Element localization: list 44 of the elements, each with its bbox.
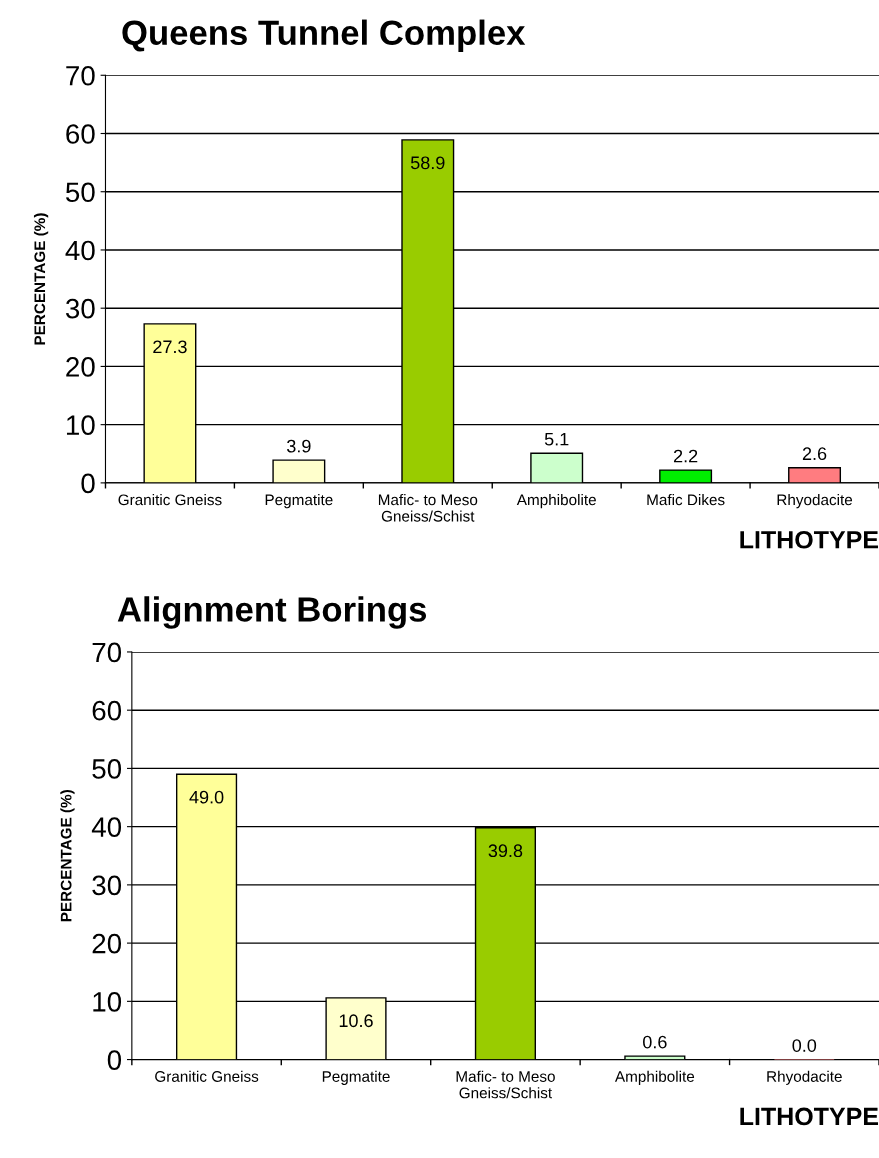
y-tick-label: 60 (92, 700, 122, 721)
y-tick-label: 50 (92, 759, 122, 779)
y-tick-label: 30 (65, 298, 95, 319)
data-label: 10.6 (339, 1014, 373, 1028)
y-axis-title: PERCENTAGE (%) (33, 213, 49, 345)
data-label: 2.2 (673, 449, 698, 463)
data-label: 5.1 (544, 432, 569, 446)
data-label: 39.8 (488, 844, 523, 858)
data-label: 3.9 (287, 439, 311, 453)
y-tick-label: 40 (91, 817, 122, 837)
y-tick-label: 10 (66, 415, 95, 435)
y-tick-label: 60 (66, 124, 95, 144)
x-tick-label: Mafic- to Meso Gneiss/Schist (378, 494, 478, 522)
x-axis-title: LITHOTYPE (740, 1107, 879, 1126)
x-tick-label: Amphibolite (614, 1070, 695, 1085)
y-tick-label: 70 (92, 642, 122, 663)
data-label: 0.0 (792, 1039, 817, 1052)
y-tick-label: 40 (65, 240, 95, 261)
data-label: 58.9 (410, 156, 445, 170)
y-tick-label: 20 (92, 933, 122, 954)
x-tick-label: Amphibolite (516, 494, 596, 509)
x-tick-label: Pegmatite (322, 1070, 390, 1085)
y-axis-title: PERCENTAGE (%) (60, 790, 75, 922)
y-tick-label: 20 (66, 357, 95, 377)
data-label: 0.6 (643, 1035, 667, 1049)
y-tick-label: 30 (92, 875, 122, 896)
y-tick-label: 10 (93, 992, 122, 1012)
y-tick-label: 50 (65, 182, 95, 203)
data-label: 27.3 (153, 340, 187, 354)
y-tick-label: 70 (66, 65, 95, 86)
chart-title: Queens Tunnel Complex (122, 19, 526, 52)
chart-title: Alignment Borings (117, 596, 427, 629)
x-tick-label: Granitic Gneiss (118, 494, 222, 506)
x-axis-title: LITHOTYPE (740, 530, 879, 549)
x-tick-label: Rhyodacite (767, 1070, 842, 1085)
x-tick-label: Granitic Gneiss (155, 1070, 259, 1082)
y-tick-label: 0 (107, 1050, 122, 1070)
x-tick-label: Mafic Dikes (647, 494, 725, 506)
y-tick-label: 0 (81, 473, 95, 494)
x-tick-label: Rhyodacite (777, 494, 853, 509)
data-label: 2.6 (802, 447, 827, 461)
x-tick-label: Pegmatite (265, 494, 333, 509)
x-tick-label: Mafic- to Meso Gneiss/Schist (456, 1070, 555, 1099)
data-label: 49.0 (189, 790, 224, 804)
